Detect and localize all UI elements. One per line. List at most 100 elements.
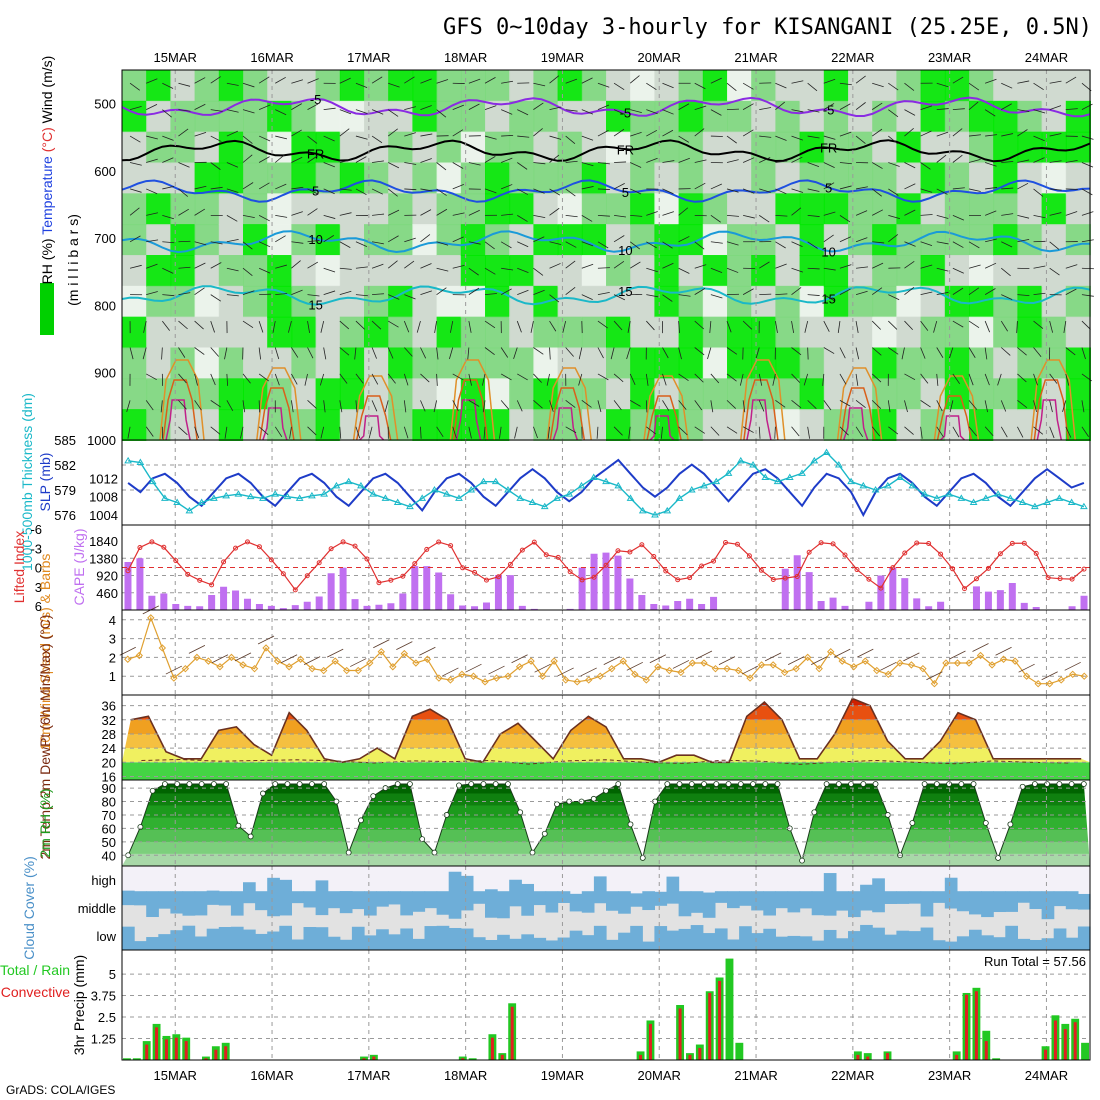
thickness-marker bbox=[283, 492, 292, 500]
rh-cell bbox=[194, 162, 220, 195]
wind-barb bbox=[807, 400, 817, 409]
cloud-bar bbox=[956, 894, 970, 912]
rh-cell bbox=[993, 409, 1019, 441]
cloud-bar bbox=[412, 938, 426, 950]
lifted-index-marker bbox=[483, 577, 489, 583]
lifted-index-marker bbox=[185, 571, 191, 577]
wind-barb bbox=[194, 400, 202, 411]
cloud-row-label: low bbox=[96, 929, 116, 944]
wind-speed-marker bbox=[319, 666, 328, 675]
rh-cell bbox=[388, 347, 414, 380]
cape-bar bbox=[339, 567, 347, 610]
wind-barb bbox=[678, 426, 688, 436]
wind-barb bbox=[452, 184, 464, 190]
wind-barb bbox=[1081, 211, 1094, 216]
rh-cell bbox=[920, 409, 946, 441]
wind-barb bbox=[436, 287, 447, 295]
wind-barb bbox=[1017, 294, 1030, 296]
wind-barb bbox=[597, 162, 610, 165]
wind-barb bbox=[984, 320, 991, 333]
slp-tick: 1008 bbox=[89, 490, 118, 505]
wind-barb bbox=[823, 267, 836, 271]
wind-barb bbox=[1033, 109, 1046, 114]
wind-barb bbox=[1000, 320, 1008, 332]
wind-barb bbox=[811, 656, 828, 666]
wind-speed-marker bbox=[930, 680, 939, 688]
rh-marker bbox=[174, 781, 181, 787]
cloud-row-label: middle bbox=[78, 901, 116, 916]
wind-speed-marker bbox=[216, 663, 224, 671]
cape-tick: 1380 bbox=[89, 551, 118, 566]
wind-barb bbox=[436, 109, 447, 118]
cloud-bar bbox=[134, 941, 147, 950]
rh-marker bbox=[517, 809, 524, 816]
wind-barb bbox=[288, 320, 292, 333]
wind-barb bbox=[710, 183, 722, 190]
wind-barb bbox=[146, 188, 158, 195]
wind-barb bbox=[210, 400, 221, 408]
warm-contour bbox=[933, 375, 980, 441]
wind-barb bbox=[613, 128, 625, 137]
thickness-marker bbox=[259, 494, 267, 501]
wind-barb bbox=[307, 78, 319, 84]
wind-barb bbox=[355, 400, 358, 413]
wind-barb bbox=[1081, 135, 1094, 140]
wind-speed-marker bbox=[976, 651, 985, 660]
ylabel-part: Wind bbox=[39, 91, 55, 127]
lifted-index-marker bbox=[746, 553, 752, 559]
rh-cell bbox=[993, 100, 1019, 133]
cloud-bar bbox=[666, 876, 680, 894]
wind-barb bbox=[629, 241, 641, 250]
thickness-marker bbox=[810, 456, 819, 464]
pressure-tick: 900 bbox=[94, 366, 116, 381]
lifted-index-marker bbox=[424, 546, 430, 552]
cape-bar bbox=[148, 595, 156, 610]
wind-barb bbox=[146, 373, 157, 381]
rh-marker bbox=[284, 781, 291, 787]
cloud-bar bbox=[388, 934, 401, 950]
rh-cell bbox=[799, 70, 825, 102]
wind-barb bbox=[129, 135, 141, 143]
cape-bar bbox=[793, 555, 801, 610]
rh-cell bbox=[775, 70, 801, 102]
wind-barb bbox=[839, 162, 852, 165]
cape-bar bbox=[255, 604, 263, 610]
wind-speed-marker bbox=[1022, 672, 1031, 680]
thickness-marker bbox=[369, 490, 378, 497]
warm-contour bbox=[352, 375, 399, 441]
rh-cell bbox=[218, 409, 244, 441]
cloud-bar bbox=[424, 926, 438, 950]
cloud-bar bbox=[835, 891, 849, 894]
wind-barb bbox=[226, 400, 234, 411]
wind-barb bbox=[452, 373, 464, 381]
rh-cell bbox=[412, 100, 438, 133]
rh-cell bbox=[823, 316, 849, 349]
wind-barb bbox=[839, 131, 852, 137]
wind-barb bbox=[823, 103, 835, 110]
cloud-bar bbox=[170, 894, 184, 914]
cloud-bar bbox=[1005, 925, 1018, 950]
wind-barb bbox=[323, 347, 327, 360]
wind-barb bbox=[581, 135, 594, 141]
ylabel-part: (m i l l i b a r s) bbox=[65, 214, 81, 306]
wind-speed-marker bbox=[400, 649, 409, 658]
wind-barb bbox=[872, 262, 884, 269]
rh-cell bbox=[581, 224, 607, 256]
date-label: 18MAR bbox=[444, 1068, 487, 1083]
wind-barb bbox=[839, 82, 852, 86]
wind-barb bbox=[904, 287, 915, 295]
wind-barb bbox=[807, 241, 818, 249]
wind-barb bbox=[949, 650, 966, 660]
wind-speed-marker bbox=[1034, 680, 1042, 688]
wind-barb bbox=[984, 210, 997, 216]
lifted-index-marker bbox=[197, 577, 203, 583]
wind-barb bbox=[339, 400, 343, 413]
wind-barb bbox=[694, 373, 704, 383]
wind-barb bbox=[855, 237, 868, 243]
wind-barb bbox=[985, 162, 997, 167]
cloud-bar bbox=[545, 894, 559, 913]
wind-barb bbox=[726, 214, 739, 217]
cloud-bar bbox=[787, 935, 801, 950]
wind-barb bbox=[646, 426, 657, 435]
lifted-index-marker bbox=[639, 542, 645, 548]
